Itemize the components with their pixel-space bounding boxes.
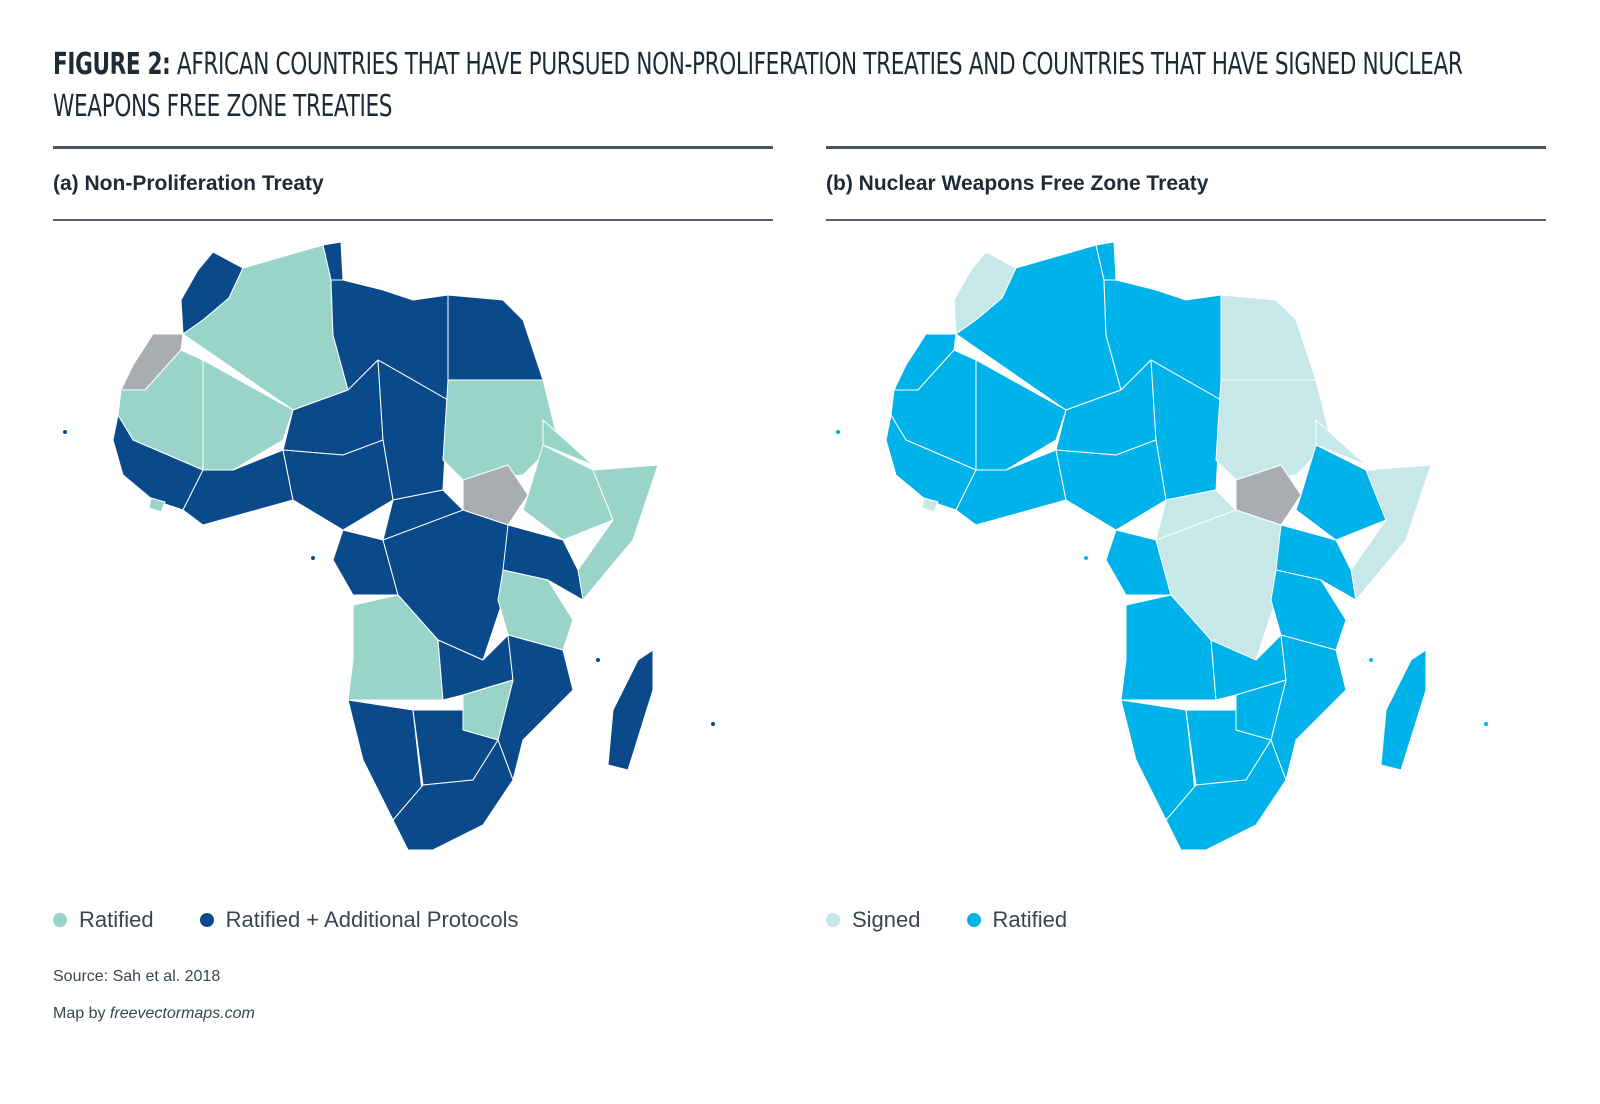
country-sudan bbox=[442, 379, 559, 481]
panel-nwfz-header: (b) Nuclear Weapons Free Zone Treaty bbox=[826, 146, 1546, 221]
island-saotome bbox=[1084, 556, 1088, 560]
country-madagascar bbox=[1380, 649, 1427, 771]
credit-prefix: Map by bbox=[53, 1005, 106, 1022]
legend-label: Ratified bbox=[79, 907, 154, 932]
legend-label: Signed bbox=[852, 907, 921, 932]
panel-top-rule bbox=[826, 146, 1546, 149]
country-madagascar bbox=[607, 649, 654, 771]
legend-swatch bbox=[826, 913, 840, 927]
legend-item-ratified-additional: Ratified + Additional Protocols bbox=[199, 907, 519, 933]
legend-label: Ratified bbox=[992, 907, 1068, 932]
figure-title-text: AFRICAN COUNTRIES THAT HAVE PURSUED NON-… bbox=[53, 47, 1463, 124]
island-saotome bbox=[311, 556, 315, 560]
country-eritrea bbox=[1315, 419, 1367, 466]
africa-map-npt bbox=[53, 240, 773, 870]
legend-nwfz: Signed Ratified bbox=[826, 905, 1113, 935]
island-comoros bbox=[1369, 658, 1373, 662]
figure-label: FIGURE 2: bbox=[53, 47, 171, 82]
country-sierra-leone bbox=[921, 497, 939, 513]
africa-map-nwfz bbox=[826, 240, 1546, 870]
country-senegal-guinea bbox=[112, 414, 204, 511]
legend-item-ratified: Ratified bbox=[53, 907, 154, 933]
country-south-sudan bbox=[1235, 464, 1302, 526]
country-sudan bbox=[1215, 379, 1332, 481]
country-egypt bbox=[447, 294, 544, 381]
country-south-africa bbox=[392, 739, 514, 851]
panel-title-nwfz: (b) Nuclear Weapons Free Zone Treaty bbox=[826, 172, 1209, 195]
country-senegal-guinea bbox=[885, 414, 977, 511]
island-mauritius bbox=[711, 722, 715, 726]
country-sierra-leone bbox=[148, 497, 166, 513]
country-egypt bbox=[1220, 294, 1317, 381]
credit-site: freevectormaps.com bbox=[109, 1005, 255, 1022]
panel-npt-header: (a) Non-Proliferation Treaty bbox=[53, 146, 773, 221]
map-credit: Map by freevectormaps.com bbox=[53, 1005, 255, 1023]
map-nwfz-svg bbox=[836, 241, 1488, 851]
panel-top-rule bbox=[53, 146, 773, 149]
country-eritrea bbox=[542, 419, 594, 466]
legend-swatch bbox=[53, 913, 67, 927]
legend-label: Ratified + Additional Protocols bbox=[225, 907, 519, 932]
legend-npt: Ratified Ratified + Additional Protocols bbox=[53, 905, 565, 935]
figure-title: FIGURE 2: AFRICAN COUNTRIES THAT HAVE PU… bbox=[53, 44, 1551, 128]
panel-bottom-rule bbox=[826, 219, 1546, 221]
country-mali bbox=[975, 359, 1067, 471]
island-capeverde bbox=[63, 430, 67, 434]
island-mauritius bbox=[1484, 722, 1488, 726]
country-south-sudan bbox=[462, 464, 529, 526]
source-note: Source: Sah et al. 2018 bbox=[53, 968, 221, 985]
country-congo bbox=[1105, 529, 1172, 596]
panel-bottom-rule bbox=[53, 219, 773, 221]
island-capeverde bbox=[836, 430, 840, 434]
legend-swatch bbox=[966, 913, 981, 927]
map-npt-svg bbox=[63, 241, 715, 851]
country-south-africa bbox=[1165, 739, 1287, 851]
country-mali bbox=[202, 359, 294, 471]
island-comoros bbox=[596, 658, 600, 662]
legend-item-signed: Signed bbox=[826, 907, 921, 933]
panel-title-npt: (a) Non-Proliferation Treaty bbox=[53, 172, 324, 195]
legend-swatch bbox=[199, 913, 214, 927]
country-congo bbox=[332, 529, 399, 596]
legend-item-ratified: Ratified bbox=[966, 907, 1068, 933]
